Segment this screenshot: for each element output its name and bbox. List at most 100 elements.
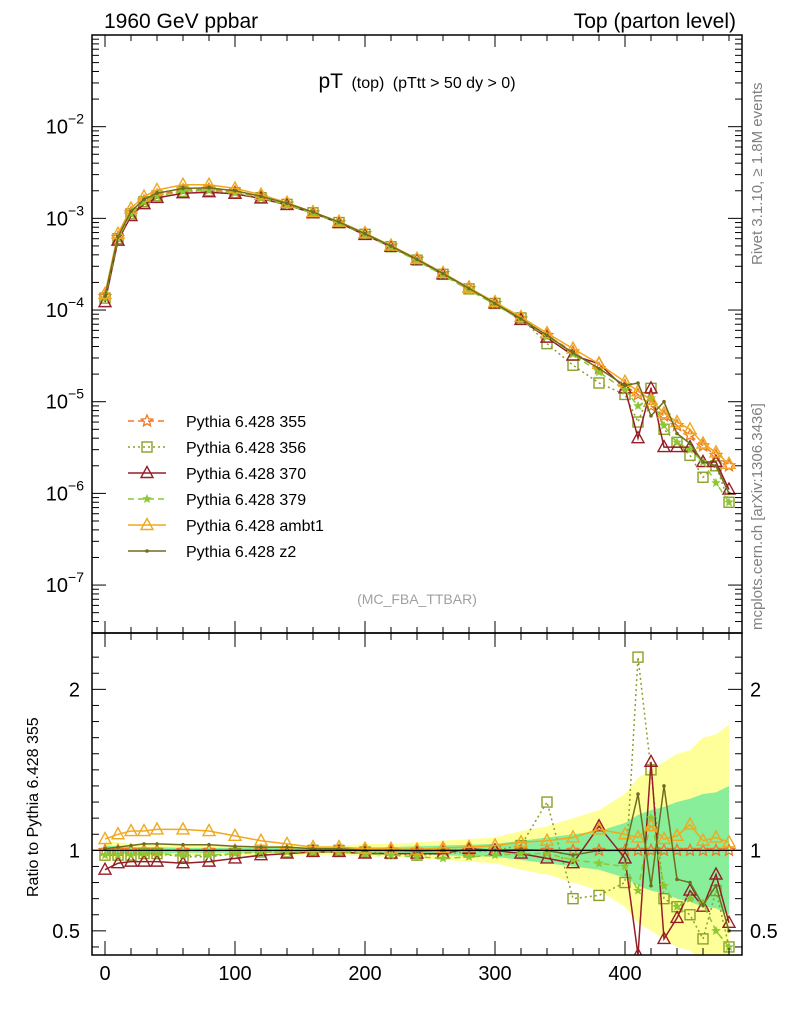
ratio-xtick-label: 300 [478,963,511,985]
ratio-xtick-label: 400 [608,963,641,985]
ratio-point-370 [656,930,672,945]
main-point-ambt1 [539,325,555,339]
ratio-point-355 [630,842,646,857]
legend-label-356: Pythia 6.428 356 [186,440,306,457]
ratio-point-355 [591,842,607,857]
ratio-point-379 [126,850,136,860]
main-point-z2 [623,383,627,388]
ratio-ylabel: Ratio to Pythia 6.428 355 [25,717,42,897]
ratio-point-z2 [688,880,692,885]
main-point-z2 [129,209,133,214]
ratio-point-379 [659,880,669,890]
main-point-379 [620,384,630,394]
legend-item-379: Pythia 6.428 379 [128,492,306,509]
ratio-point-z2 [129,843,133,848]
main-point-z2 [142,197,146,202]
main-point-z2 [688,441,692,446]
main-point-370 [656,439,672,453]
ratio-point-379 [152,848,162,858]
legend-item-ambt1: Pythia 6.428 ambt1 [128,517,324,535]
main-point-ambt1 [682,421,698,435]
plot-title-sub2: (pTtt > 50 dy > 0) [393,75,516,92]
main-point-379 [633,400,643,410]
ratio-point-370 [136,853,152,867]
legend-label-ambt1: Pythia 6.428 ambt1 [186,518,324,535]
ratio-point-379 [113,850,123,860]
main-point-ambt1 [721,455,737,470]
main-point-ambt1 [97,285,113,300]
ratio-series-379 [100,813,734,952]
legend-label-379: Pythia 6.428 379 [186,492,306,509]
main-series-z2 [103,186,731,496]
main-point-z2 [701,460,705,464]
ratio-line-ambt1 [104,823,730,851]
ratio-point-379 [438,853,448,863]
main-point-356 [697,471,709,483]
ratio-series-ambt1 [97,816,737,855]
main-point-370 [630,430,646,444]
ratio-point-z2 [337,846,341,851]
header-right: Top (parton level) [574,10,736,33]
ratio-ytick-label-right: 1 [750,840,761,862]
ratio-ytick-label-left: 2 [69,679,80,701]
legend-marker-356 [141,441,153,453]
main-point-ambt1 [669,414,685,428]
ratio-point-ambt1 [110,826,126,840]
ratio-point-370 [633,947,643,955]
main-ytick-label-exponent: −4 [68,294,84,310]
legend-item-356: Pythia 6.428 356 [128,440,306,457]
main-point-z2 [467,286,471,291]
legend-label-z2: Pythia 6.428 z2 [186,544,296,561]
ratio-point-370 [253,847,269,861]
main-point-z2 [662,399,666,404]
ratio-point-379 [516,848,526,858]
ratio-xtick-label: 200 [348,963,381,985]
ratio-point-379 [139,848,149,858]
main-ytick-label-mantissa: 10 [46,300,68,322]
ratio-point-z2 [636,792,640,796]
main-ytick-label-exponent: −3 [68,202,84,218]
main-point-ambt1 [708,444,724,458]
main-panel: 10−710−610−510−410−310−2 [46,34,743,634]
ratio-point-z2 [259,845,263,849]
main-axes: 10−710−610−510−410−310−2 [46,35,742,634]
ratio-point-z2 [142,842,146,846]
ratio-point-ambt1 [539,832,555,846]
ratio-point-z2 [103,846,107,851]
main-ytick-label-mantissa: 10 [46,392,68,414]
main-point-379 [672,437,682,447]
ratio-point-379 [633,885,643,895]
ratio-point-356 [567,892,579,905]
ratio-point-370 [97,861,113,875]
ratio-point-370 [695,898,711,912]
main-ytick-label: 10−3 [46,202,84,230]
ratio-point-ambt1 [331,839,347,853]
ratio-point-ambt1 [565,829,581,843]
ratio-point-379 [100,850,110,860]
main-point-ambt1 [227,180,243,194]
ratio-point-z2 [181,842,185,847]
main-ytick-label-mantissa: 10 [46,208,68,230]
main-point-370 [149,189,165,204]
ratio-point-379 [542,848,552,858]
ratio-point-ambt1 [97,831,113,845]
main-ytick-label-exponent: −2 [68,111,84,127]
main-point-z2 [597,366,601,371]
ratio-line-356 [105,657,730,948]
main-point-ambt1 [253,186,269,200]
ratio-point-370 [643,753,659,767]
legend-label-355: Pythia 6.428 355 [186,414,306,431]
main-point-z2 [155,191,159,196]
ratio-point-355 [695,842,711,857]
ratio-point-z2 [701,903,705,907]
ratio-ytick-label-right: 2 [750,679,761,701]
ratio-point-ambt1 [708,829,724,843]
main-point-ambt1 [656,405,672,419]
ratio-point-ambt1 [357,840,373,854]
ratio-point-355 [682,842,698,857]
ratio-point-ambt1 [591,821,607,835]
ratio-point-355 [721,842,737,857]
ratio-point-356 [151,847,163,860]
ratio-point-370 [565,855,581,869]
main-point-356 [723,496,735,508]
